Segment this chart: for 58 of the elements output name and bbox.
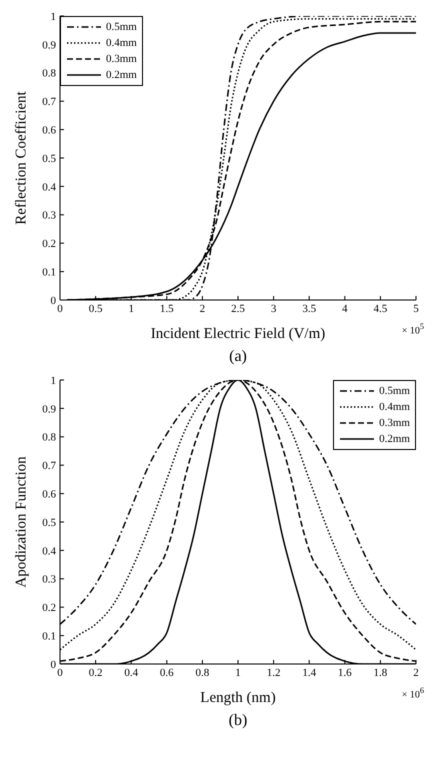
y-tick-label: 0.6	[42, 488, 56, 501]
y-tick-label: 0.4	[42, 545, 56, 558]
x-tick-label: 5	[413, 302, 420, 315]
x-tick-label: 1.4	[302, 666, 317, 679]
x-tick-label: 1.2	[266, 666, 280, 679]
y-tick-label: 0.3	[42, 210, 56, 222]
x-tick-label: 3	[270, 302, 277, 315]
x-tick-label: 0.8	[196, 666, 210, 679]
legend-label: 0.5mm	[106, 21, 137, 33]
y-tick-label: 0.8	[42, 432, 56, 444]
y-tick-label: 0.5	[42, 152, 56, 165]
legend-label: 0.3mm	[106, 53, 137, 65]
legend-label: 0.4mm	[379, 401, 410, 413]
legend-label: 0.4mm	[106, 37, 137, 49]
text: × 10$^{5}$	[402, 322, 424, 336]
x-tick-label: 2	[200, 302, 206, 315]
y-tick-label: 0.5	[42, 516, 56, 529]
y-tick-label: 0.1	[42, 266, 56, 279]
x-tick-label: 1	[235, 666, 241, 679]
x-tick-label: 0.4	[124, 666, 139, 679]
x-tick-label: 1	[128, 302, 134, 315]
y-tick-label: 0.7	[42, 96, 56, 108]
y-tick-label: 0.9	[42, 403, 56, 416]
x-tick-label: 1.8	[374, 666, 388, 679]
y-tick-label: 0.4	[42, 181, 56, 194]
text: × 10$^{6}$	[402, 686, 424, 700]
x-tick-label: 2.5	[231, 302, 246, 315]
x-tick-label: 2	[413, 666, 419, 679]
x-tick-label: 0.2	[88, 666, 102, 679]
y-axis-title: Apodization Function	[13, 456, 30, 588]
y-tick-label: 0.3	[42, 574, 56, 586]
y-tick-label: 0.7	[42, 460, 56, 472]
x-axis-title: Incident Electric Field (V/m)	[150, 326, 326, 342]
legend-label: 0.5mm	[379, 385, 410, 397]
y-tick-label: 0.2	[42, 602, 56, 614]
y-tick-label: 1	[50, 374, 56, 387]
y-tick-label: 0.6	[42, 124, 56, 137]
x-tick-label: 4.5	[374, 302, 388, 315]
x-tick-label: 1.5	[160, 302, 174, 315]
y-tick-label: 1	[50, 10, 56, 23]
y-axis-title: Reflection Coefficient	[13, 90, 30, 225]
x-axis-title: Length (nm)	[200, 690, 276, 706]
y-tick-label: 0	[50, 294, 56, 307]
legend-label: 0.2mm	[106, 69, 137, 81]
y-tick-label: 0.8	[42, 68, 56, 80]
legend-label: 0.3mm	[379, 417, 410, 429]
y-tick-label: 0	[50, 658, 56, 671]
text: (a)	[228, 348, 248, 366]
x-tick-label: 3.5	[302, 302, 317, 315]
y-tick-label: 0.1	[42, 630, 56, 643]
legend-label: 0.2mm	[379, 433, 410, 445]
x-tick-label: 1.6	[338, 666, 352, 679]
y-tick-label: 0.2	[42, 238, 56, 250]
y-tick-label: 0.9	[42, 39, 56, 52]
x-tick-label: 0.5	[88, 302, 103, 315]
x-tick-label: 4	[342, 302, 348, 315]
text: (b)	[228, 712, 248, 730]
x-tick-label: 0.6	[160, 666, 174, 679]
